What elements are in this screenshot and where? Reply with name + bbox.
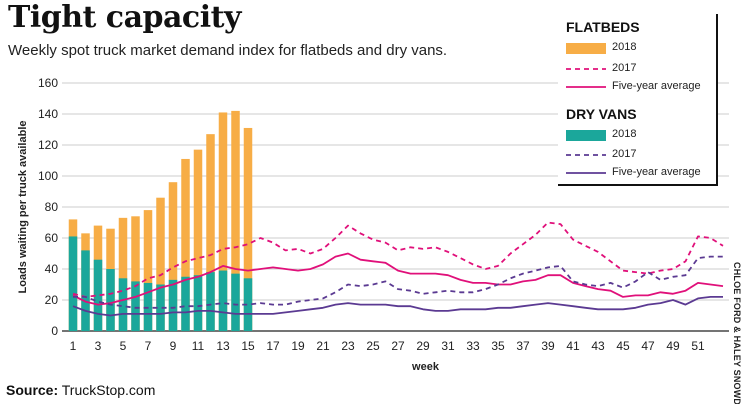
bar-dryvans-2018 xyxy=(168,279,178,331)
line-dryvans-five-year-average xyxy=(72,295,723,317)
x-tick-label: 17 xyxy=(266,339,280,353)
y-tick-label: 60 xyxy=(45,231,59,245)
y-tick-label: 160 xyxy=(38,76,58,90)
x-tick-label: 19 xyxy=(291,339,305,353)
bar-flatbeds-2018 xyxy=(168,182,178,331)
legend xyxy=(558,14,718,186)
y-tick-label: 100 xyxy=(38,169,58,183)
line-dryvans-2017 xyxy=(73,255,723,309)
x-tick-label: 51 xyxy=(691,339,705,353)
bar-flatbeds-2018 xyxy=(156,197,165,331)
y-tick-label: 140 xyxy=(38,107,58,121)
bar-dryvans-2018 xyxy=(231,273,240,331)
y-tick-label: 20 xyxy=(45,293,59,307)
source-label: Source: xyxy=(6,382,59,398)
x-tick-label: 47 xyxy=(641,339,655,353)
x-axis-label: week xyxy=(411,361,440,373)
legend-heading-flatbeds: FLATBEDS xyxy=(566,19,640,35)
legend-swatch-flatbeds-2018 xyxy=(566,43,606,54)
bar-dryvans-2018 xyxy=(218,270,228,331)
legend-swatch-dryvans-2018 xyxy=(566,130,606,141)
x-tick-label: 9 xyxy=(170,339,177,353)
bar-dryvans-2018 xyxy=(106,269,115,331)
x-tick-label: 5 xyxy=(120,339,127,353)
chart-title: Tight capacity xyxy=(8,0,241,35)
chart-subtitle: Weekly spot truck market demand index fo… xyxy=(8,42,448,59)
x-tick-label: 31 xyxy=(441,339,455,353)
credit-line: CHLOE FORD & HALEY SNOWDEN xyxy=(732,262,742,404)
y-axis-label: Loads waiting per truck available xyxy=(17,121,29,294)
x-tick-label: 7 xyxy=(145,339,152,353)
y-tick-label: 40 xyxy=(45,262,59,276)
bar-dryvans-2018 xyxy=(206,272,215,331)
x-tick-label: 27 xyxy=(391,339,405,353)
x-tick-label: 45 xyxy=(616,339,630,353)
x-tick-label: 15 xyxy=(241,339,255,353)
legend-heading-dryvans: DRY VANS xyxy=(566,106,637,122)
x-tick-label: 33 xyxy=(466,339,480,353)
y-tick-label: 120 xyxy=(38,138,58,152)
bar-flatbeds-2018 xyxy=(206,134,215,331)
x-tick-label: 25 xyxy=(366,339,380,353)
bar-flatbeds-2018 xyxy=(243,127,253,331)
source-value: TruckStop.com xyxy=(61,382,156,398)
x-tick-label: 35 xyxy=(491,339,505,353)
bar-flatbeds-2018 xyxy=(193,149,203,331)
x-tick-label: 1 xyxy=(70,339,77,353)
x-tick-label: 29 xyxy=(416,339,430,353)
bar-dryvans-2018 xyxy=(181,276,190,331)
bar-flatbeds-2018 xyxy=(231,110,240,332)
x-tick-label: 41 xyxy=(566,339,580,353)
x-tick-label: 11 xyxy=(192,339,205,353)
legend-label-flatbeds-2017: 2017 xyxy=(612,62,637,74)
bar-flatbeds-2018 xyxy=(181,158,190,331)
x-tick-label: 39 xyxy=(541,339,555,353)
legend-label-flatbeds-average: Five-year average xyxy=(612,80,701,92)
bar-flatbeds-2018 xyxy=(131,216,140,331)
bar-dryvans-2018 xyxy=(156,284,165,331)
x-tick-label: 21 xyxy=(316,339,330,353)
x-tick-label: 37 xyxy=(516,339,530,353)
bar-dryvans-2018 xyxy=(243,278,253,331)
bar-dryvans-2018 xyxy=(131,281,140,331)
y-tick-label: 0 xyxy=(51,324,58,338)
bar-dryvans-2018 xyxy=(68,236,78,331)
bar-flatbeds-2018 xyxy=(143,210,153,331)
line-flatbeds-five-year-average xyxy=(72,252,724,306)
bar-flatbeds-2018 xyxy=(218,112,228,331)
legend-label-dryvans-average: Five-year average xyxy=(612,166,701,178)
x-tick-label: 13 xyxy=(216,339,230,353)
bar-flatbeds-2018 xyxy=(118,217,128,331)
y-tick-label: 80 xyxy=(45,200,59,214)
bar-dryvans-2018 xyxy=(93,259,103,331)
x-tick-label: 23 xyxy=(341,339,355,353)
x-tick-label: 3 xyxy=(95,339,102,353)
bar-dryvans-2018 xyxy=(193,275,203,331)
x-tick-label: 43 xyxy=(591,339,605,353)
source-note: Source: TruckStop.com xyxy=(6,382,155,398)
bar-dryvans-2018 xyxy=(118,278,128,331)
legend-label-dryvans-2018: 2018 xyxy=(612,128,637,140)
legend-label-flatbeds-2018: 2018 xyxy=(612,41,637,53)
bar-dryvans-2018 xyxy=(81,250,90,331)
x-tick-label: 49 xyxy=(666,339,680,353)
legend-label-dryvans-2017: 2017 xyxy=(612,148,637,160)
